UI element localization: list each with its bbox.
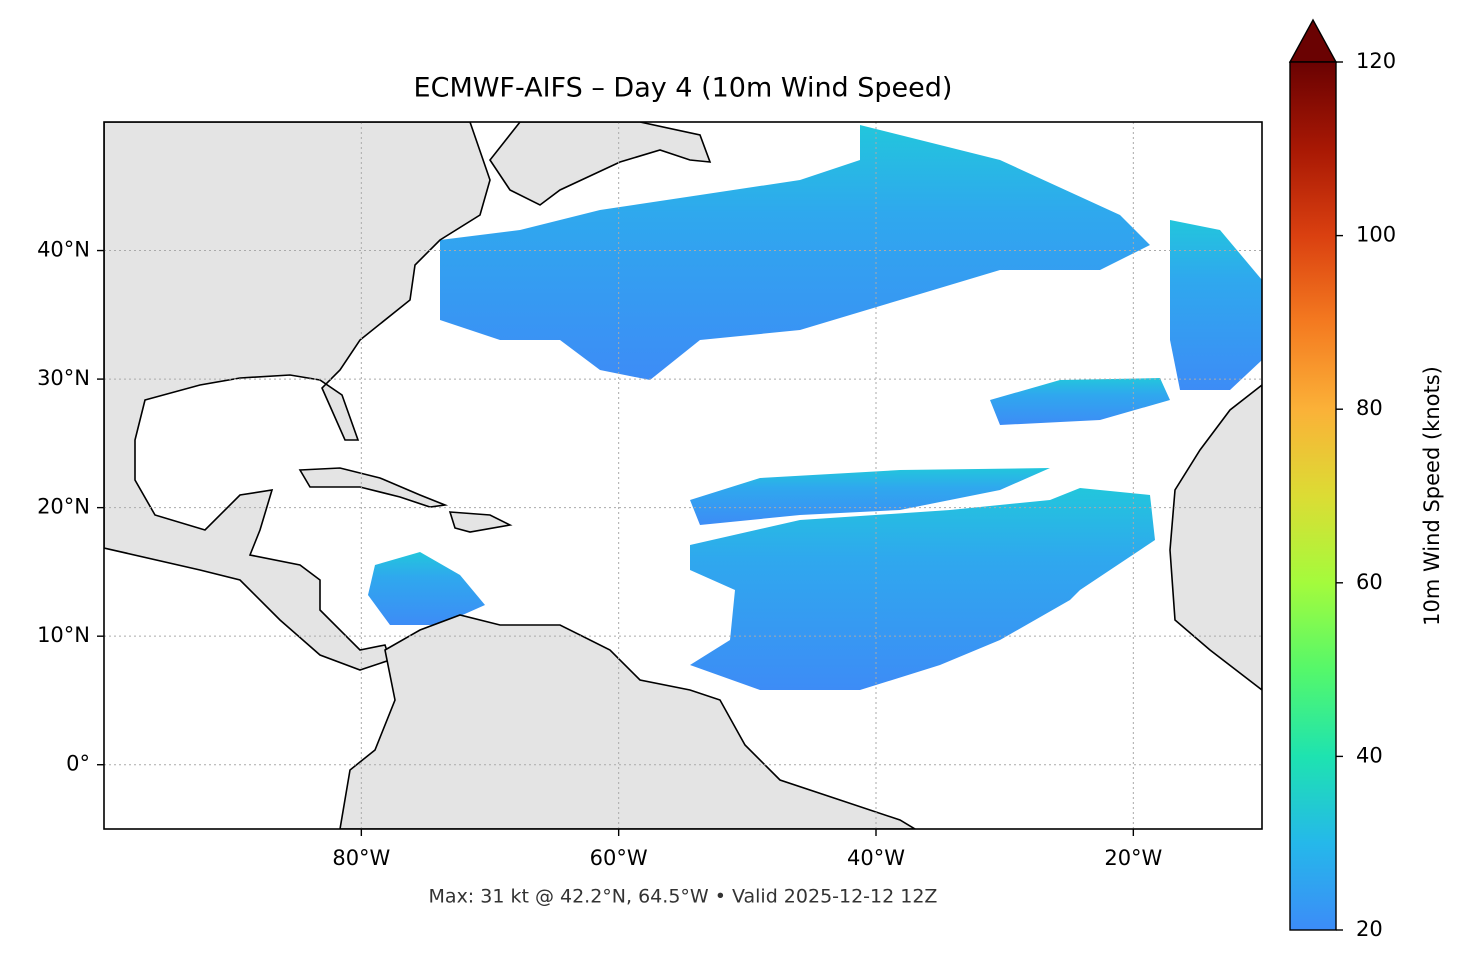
colorbar-extend <box>1288 18 1338 63</box>
chart-title: ECMWF-AIFS – Day 4 (10m Wind Speed) <box>414 73 953 104</box>
colorbar-tick-label: 100 <box>1356 223 1396 247</box>
axis-ticks: 80°W 60°W 40°W 20°W 0° 10°N 20°N 30°N 40°N <box>37 238 1162 870</box>
x-tick-label: 40°W <box>847 846 905 870</box>
wind-area <box>690 488 1155 690</box>
wind-area <box>990 378 1170 425</box>
wind-area <box>1170 220 1262 390</box>
colorbar-tick-label: 40 <box>1356 743 1383 767</box>
colorbar-tick-label: 60 <box>1356 570 1383 594</box>
south-america <box>339 614 917 829</box>
wind-area <box>690 468 1050 525</box>
y-tick-label: 10°N <box>37 623 90 647</box>
canada-maritimes <box>489 122 712 206</box>
africa <box>1169 383 1262 692</box>
map-frame <box>103 121 1263 830</box>
colorbar-tick-label: 20 <box>1356 917 1383 941</box>
y-tick-label: 40°N <box>37 238 90 262</box>
x-tick-label: 60°W <box>590 846 648 870</box>
cuba <box>298 467 449 508</box>
colorbar-label: 10m Wind Speed (knots) <box>1420 366 1444 626</box>
gridlines <box>104 122 1262 829</box>
y-tick-label: 0° <box>66 752 90 776</box>
colorbar: 10m Wind Speed (knots) 20 40 60 80 100 120 <box>1288 18 1444 941</box>
hispaniola <box>448 511 513 533</box>
x-tick-label: 20°W <box>1104 846 1162 870</box>
x-tick-label: 80°W <box>332 846 390 870</box>
wind-area <box>440 125 1150 380</box>
north-america <box>104 122 491 671</box>
y-tick-label: 20°N <box>37 495 90 519</box>
wind-area <box>368 552 485 625</box>
land <box>104 122 1262 829</box>
y-tick-label: 30°N <box>37 366 90 390</box>
map <box>104 122 1262 829</box>
colorbar-bar <box>1289 61 1337 931</box>
colorbar-tick-label: 120 <box>1356 49 1396 73</box>
colorbar-tick-label: 80 <box>1356 396 1383 420</box>
footer-note: Max: 31 kt @ 42.2°N, 64.5°W • Valid 2025… <box>429 886 938 908</box>
